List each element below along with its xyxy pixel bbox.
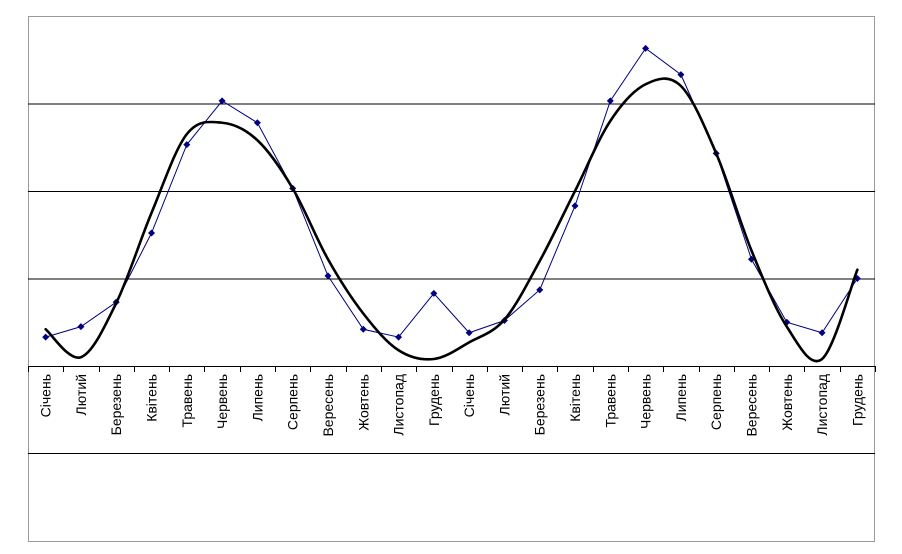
trend-curve	[44, 77, 859, 363]
x-tick-label: Листопад	[814, 374, 830, 436]
x-tick-label: Грудень	[426, 374, 442, 426]
x-tick-label: Жовтень	[355, 374, 371, 431]
data-point	[253, 119, 261, 127]
data-point	[395, 333, 403, 341]
grid-lines	[28, 103, 875, 280]
data-point	[606, 97, 614, 105]
data-point	[359, 325, 367, 333]
x-tick-label: Грудень	[849, 374, 865, 426]
x-tick-label: Лютий	[73, 374, 89, 415]
x-tick-label: Червень	[214, 374, 230, 429]
x-axis	[28, 366, 876, 454]
x-tick-label: Березень	[108, 374, 124, 435]
data-point	[677, 71, 685, 79]
x-tick-label: Серпень	[708, 374, 724, 430]
x-tick-label: Червень	[638, 374, 654, 429]
data-point	[571, 202, 579, 210]
data-point	[465, 329, 473, 337]
x-tick-label: Лютий	[496, 374, 512, 415]
data-point	[42, 333, 50, 341]
data-point	[536, 286, 544, 294]
trend-series	[44, 77, 859, 363]
x-tick-label: Серпень	[285, 374, 301, 430]
x-tick-label: Січень	[461, 374, 477, 417]
x-tick-label: Вересень	[743, 374, 759, 437]
x-tick-label: Квітень	[567, 374, 583, 422]
data-point	[818, 329, 826, 337]
x-tick-label: Вересень	[320, 374, 336, 437]
x-tick-label: Жовтень	[779, 374, 795, 431]
x-tick-label: Березень	[532, 374, 548, 435]
x-tick-label: Липень	[249, 374, 265, 421]
data-point	[642, 44, 650, 52]
x-tick-label: Листопад	[391, 374, 407, 436]
x-tick-label: Квітень	[144, 374, 160, 422]
data-point	[183, 141, 191, 149]
x-tick-label: Липень	[673, 374, 689, 421]
x-tick-labels: Січень Лютий Березень Квітень Травень Червень…	[38, 374, 866, 437]
x-tick-label: Травень	[602, 374, 618, 427]
data-point	[218, 97, 226, 105]
data-point	[148, 229, 156, 237]
data-point	[77, 323, 85, 331]
x-tick-label: Січень	[38, 374, 54, 417]
data-point	[324, 272, 332, 280]
x-tick-label: Травень	[179, 374, 195, 427]
data-point	[430, 289, 438, 297]
